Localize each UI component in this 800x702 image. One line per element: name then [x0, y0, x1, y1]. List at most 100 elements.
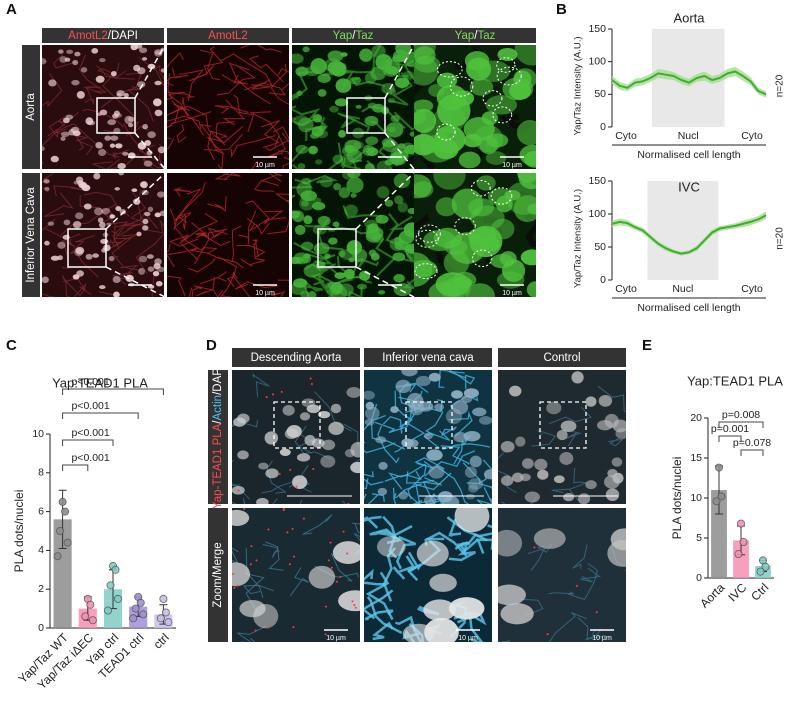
chart-title: Aorta: [673, 10, 705, 25]
cell: [464, 466, 478, 478]
side-label: n=20: [775, 227, 786, 250]
cell: [423, 494, 437, 504]
cell: [527, 203, 536, 215]
cell: [284, 428, 299, 440]
cell: [60, 136, 66, 141]
cell: [292, 53, 304, 64]
y-tick-label: 0: [38, 622, 44, 634]
cell: [436, 72, 458, 89]
column-header-bg: [292, 28, 414, 43]
data-point: [88, 616, 97, 625]
zoom-line: [134, 132, 166, 170]
header-label: Zoom/Merge: [212, 542, 224, 607]
fiber: [178, 69, 204, 101]
x-tick-label: Aorta: [697, 580, 727, 610]
cell: [513, 195, 536, 223]
fiber: [194, 228, 228, 265]
fiber: [425, 409, 444, 436]
nucleus-outline: [436, 61, 463, 78]
significance-bracket: [62, 464, 89, 471]
header-label: Yap-TEAD1 PLA/Actin/DAPI: [212, 365, 224, 509]
fiber: [577, 616, 606, 640]
cell: [122, 151, 129, 156]
cell: [370, 66, 386, 81]
cell: [108, 255, 115, 262]
cell: [414, 46, 436, 65]
fiber: [261, 173, 283, 182]
cell: [436, 84, 467, 111]
y-tick-label: 50: [594, 241, 606, 253]
cell: [546, 401, 562, 415]
cell: [571, 371, 584, 384]
cell: [520, 473, 531, 482]
cell: [109, 214, 115, 219]
fiber: [551, 488, 582, 504]
micrograph: [414, 45, 536, 169]
pla-dot: [236, 584, 239, 587]
cell: [117, 163, 126, 169]
pla-dot: [324, 633, 327, 636]
p-value: p<0.001: [71, 427, 109, 439]
nucleus-outline: [472, 249, 493, 268]
fiber: [531, 429, 557, 447]
significance-bracket: [718, 421, 764, 428]
cell: [107, 119, 117, 126]
p-value: p<0.001: [71, 400, 109, 412]
fiber: [302, 514, 333, 535]
micrograph-content: [498, 370, 626, 504]
cell: [59, 56, 68, 63]
cell: [393, 283, 412, 297]
cell: [43, 179, 50, 184]
fiber: [354, 523, 360, 555]
cell: [136, 231, 142, 237]
x-axis-label: Normalised cell length: [637, 302, 740, 314]
pla-dot: [327, 559, 330, 562]
fiber: [167, 247, 199, 268]
y-tick-label: 5: [696, 532, 702, 544]
cell: [415, 375, 431, 387]
cell: [348, 76, 362, 85]
column-header-bg: [232, 348, 360, 367]
nucleus-outline: [449, 76, 474, 97]
cell: [153, 98, 162, 107]
cell: [237, 413, 250, 424]
fiber: [191, 286, 202, 297]
fiber: [366, 596, 403, 635]
cell: [346, 240, 362, 255]
significance-bracket: [718, 435, 742, 442]
data-point: [131, 604, 140, 613]
fiber: [167, 111, 212, 128]
cell: [146, 254, 154, 259]
cell: [350, 193, 357, 198]
region-label: Nucl: [678, 130, 699, 142]
cell: [80, 67, 88, 73]
header-part: Yap-TEAD1 PLA: [212, 423, 224, 509]
cell: [423, 432, 433, 440]
cell: [138, 267, 146, 275]
data-point: [56, 527, 65, 536]
fiber: [206, 125, 244, 155]
cell: [515, 436, 526, 447]
fiber: [249, 111, 280, 148]
fiber: [397, 62, 410, 90]
fiber: [327, 142, 343, 169]
fiber: [454, 533, 488, 551]
micrograph-content: [232, 508, 360, 642]
cell: [514, 45, 536, 66]
pla-dot: [347, 502, 350, 504]
cell: [115, 143, 123, 149]
data-point: [761, 562, 770, 571]
cell: [154, 212, 161, 218]
cell: [296, 90, 303, 97]
cell: [357, 283, 367, 290]
pla-dot: [309, 377, 312, 380]
fiber: [261, 120, 280, 148]
cell: [364, 219, 378, 229]
cell: [320, 455, 336, 468]
cell: [317, 215, 331, 226]
y-axis-label: PLA dots/nuclei: [12, 490, 26, 573]
cell: [44, 186, 50, 192]
header-part: Taz: [477, 30, 495, 42]
fiber: [207, 227, 228, 240]
cell: [500, 440, 515, 453]
